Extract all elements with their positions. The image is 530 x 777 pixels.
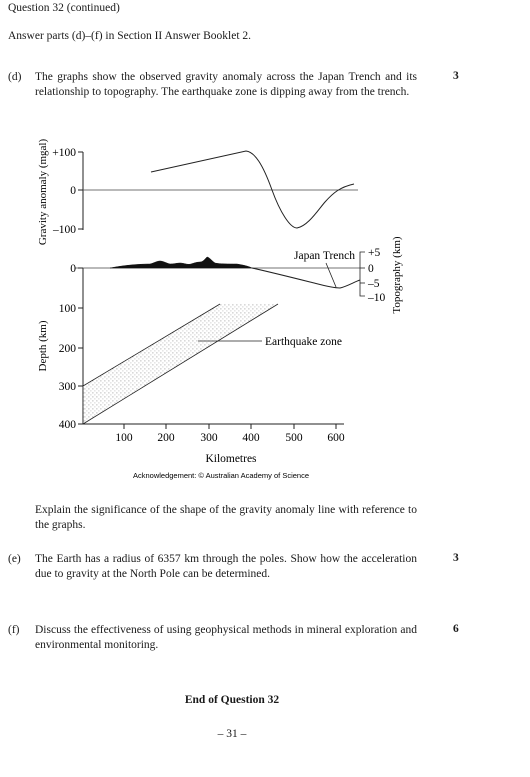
topo-tick-label-minus5: –5 — [367, 278, 380, 290]
part-d-marks: 3 — [453, 70, 459, 82]
part-d-text: The graphs show the observed gravity ano… — [35, 71, 417, 98]
japan-trench-leader — [325, 262, 337, 288]
trench-profile — [251, 267, 361, 289]
gravity-tick-label-minus100: –100 — [52, 224, 76, 236]
japan-trench-label: Japan Trench — [294, 250, 355, 262]
page-number: – 31 – — [217, 728, 247, 740]
x-tick-label-400: 400 — [242, 432, 260, 444]
part-f-label: (f) — [8, 624, 20, 636]
topography-axis-label: Topography (km) — [391, 236, 403, 313]
part-e-label: (e) — [8, 553, 21, 565]
depth-tick-label-400: 400 — [59, 419, 77, 431]
gravity-axis-label: Gravity anomaly (mgal) — [37, 139, 49, 246]
depth-tick-label-0: 0 — [70, 263, 76, 275]
earthquake-zone-upper-edge — [82, 303, 221, 387]
gravity-tick-label-plus100: +100 — [52, 147, 76, 159]
earthquake-zone-lower-edge — [82, 303, 279, 425]
x-ticks — [123, 424, 337, 429]
depth-tick-label-200: 200 — [59, 343, 77, 355]
x-tick-label-200: 200 — [157, 432, 175, 444]
topo-tick-label-0: 0 — [368, 263, 374, 275]
depth-tick-label-300: 300 — [59, 381, 77, 393]
x-tick-label-300: 300 — [200, 432, 218, 444]
end-of-question: End of Question 32 — [184, 694, 280, 706]
topography-profile — [109, 256, 253, 269]
part-e-text: The Earth has a radius of 6357 km throug… — [35, 553, 417, 580]
earthquake-zone-label: Earthquake zone — [265, 336, 342, 348]
x-axis-label: Kilometres — [205, 453, 257, 465]
depth-axis-label: Depth (km) — [37, 320, 49, 371]
x-tick-label-600: 600 — [327, 432, 345, 444]
part-f-marks: 6 — [453, 623, 459, 635]
x-tick-label-100: 100 — [115, 432, 133, 444]
depth-ticks — [78, 267, 83, 425]
part-e-marks: 3 — [453, 552, 459, 564]
depth-tick-label-100: 100 — [59, 303, 77, 315]
gravity-tick-label-0: 0 — [70, 185, 76, 197]
topo-tick-label-plus5: +5 — [368, 247, 380, 259]
section-instruction: Answer parts (d)–(f) in Section II Answe… — [8, 30, 252, 42]
part-f-text: Discuss the effectiveness of using geoph… — [35, 624, 417, 651]
gravity-anomaly-line — [150, 150, 355, 229]
topo-tick-label-minus10: –10 — [367, 292, 386, 304]
part-d-question: Explain the significance of the shape of… — [35, 504, 417, 531]
acknowledgement: Acknowledgement: © Australian Academy of… — [133, 471, 309, 480]
x-tick-label-500: 500 — [285, 432, 303, 444]
part-d-label: (d) — [8, 71, 22, 83]
topography-scale — [359, 251, 365, 297]
question-header: Question 32 (continued) — [8, 2, 120, 14]
